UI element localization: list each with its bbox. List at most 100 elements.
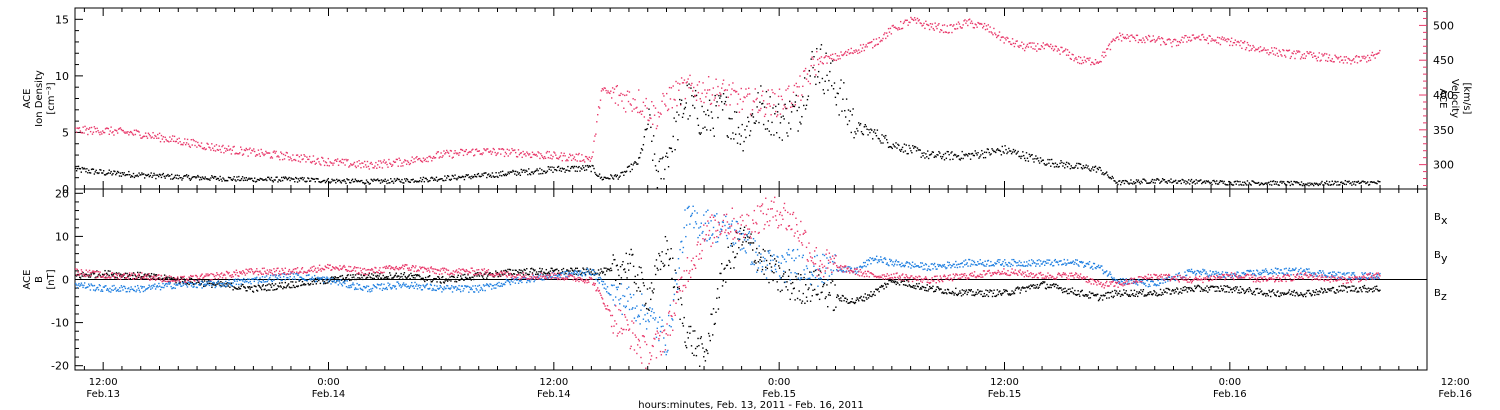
data-point-bx: [989, 289, 991, 291]
data-point-velocity: [122, 129, 124, 132]
data-point-bx: [813, 270, 815, 273]
data-point-bx: [828, 291, 831, 294]
data-point-bx: [750, 233, 752, 235]
data-point-velocity: [969, 22, 972, 24]
data-point-velocity: [1303, 53, 1306, 55]
data-point-bx: [1154, 294, 1157, 296]
data-point-density: [380, 179, 383, 181]
data-point-density: [1085, 164, 1087, 166]
data-point-velocity: [554, 152, 556, 154]
data-point-bx: [246, 290, 248, 292]
data-point-bx: [273, 284, 275, 287]
data-point-by: [89, 289, 92, 291]
data-point-velocity: [127, 131, 129, 133]
data-point-density: [1185, 183, 1187, 185]
data-point-bx: [1014, 289, 1017, 291]
data-point-bx: [274, 283, 277, 285]
data-point-velocity: [109, 130, 111, 132]
data-point-velocity: [711, 94, 714, 96]
data-point-density: [128, 170, 130, 173]
data-point-bx: [1196, 285, 1198, 287]
data-point-velocity: [1305, 55, 1307, 57]
data-point-velocity: [1228, 38, 1230, 41]
data-point-bx: [782, 273, 785, 275]
data-point-density: [800, 123, 802, 125]
x-tick-label-time: 0:00: [317, 377, 339, 388]
data-point-velocity: [1161, 37, 1164, 40]
data-point-velocity: [89, 130, 92, 133]
data-point-bx: [1209, 286, 1211, 288]
data-point-density: [217, 177, 220, 180]
data-point-density: [714, 94, 716, 97]
data-point-density: [942, 153, 945, 156]
data-point-velocity: [1243, 40, 1246, 43]
data-point-velocity: [1047, 44, 1049, 46]
data-point-bx: [1098, 298, 1101, 301]
data-point-velocity: [238, 153, 240, 155]
data-point-bx: [445, 278, 447, 280]
data-point-velocity: [457, 152, 459, 154]
data-point-bx: [1092, 294, 1095, 296]
data-point-bx: [794, 299, 796, 301]
data-point-velocity: [1106, 48, 1109, 50]
data-point-density: [848, 120, 851, 122]
data-point-density: [614, 174, 617, 176]
data-point-density: [846, 123, 849, 126]
data-point-bx: [868, 294, 871, 296]
data-point-velocity: [569, 154, 572, 157]
data-point-bx: [331, 276, 333, 278]
data-point-density: [854, 131, 856, 133]
data-point-velocity: [1163, 42, 1166, 44]
data-point-velocity: [367, 165, 370, 168]
data-point-bx: [1351, 285, 1353, 287]
data-point-velocity: [898, 27, 900, 29]
data-point-bx: [1352, 290, 1354, 292]
data-point-bx: [782, 275, 784, 277]
data-point-density: [832, 88, 835, 90]
data-point-bx: [1023, 287, 1026, 289]
data-point-density: [1229, 183, 1231, 186]
data-point-velocity: [1323, 54, 1325, 56]
data-point-density: [364, 182, 367, 185]
data-point-velocity: [279, 158, 281, 161]
data-point-bx: [240, 285, 242, 287]
data-point-velocity: [101, 133, 103, 135]
data-point-bx: [495, 270, 497, 272]
data-point-velocity: [544, 157, 547, 160]
data-point-density: [651, 140, 653, 142]
data-point-by: [97, 286, 99, 289]
data-point-velocity: [1133, 36, 1135, 38]
data-point-bx: [752, 242, 755, 244]
data-point-bx: [428, 275, 431, 277]
data-point-velocity: [1257, 48, 1259, 51]
data-point-bx: [1339, 290, 1341, 292]
data-point-velocity: [491, 151, 494, 153]
data-point-density: [232, 178, 234, 180]
data-point-bx: [837, 295, 840, 297]
data-point-velocity: [1023, 43, 1025, 45]
data-point-velocity: [1353, 61, 1356, 63]
data-point-bx: [801, 300, 804, 302]
data-point-bx: [527, 274, 530, 276]
data-point-density: [185, 174, 188, 176]
data-point-bx: [592, 273, 594, 275]
data-point-velocity: [964, 19, 966, 21]
data-point-bx: [1243, 292, 1246, 295]
data-point-density: [1243, 181, 1246, 183]
data-point-density: [609, 177, 611, 180]
data-point-velocity: [1244, 48, 1247, 51]
data-point-density: [1194, 183, 1196, 185]
data-point-velocity: [248, 148, 250, 151]
data-point-bx: [313, 280, 315, 282]
data-point-velocity: [301, 158, 303, 161]
data-point-density: [1348, 180, 1350, 182]
data-point-density: [1250, 184, 1252, 186]
data-point-density: [1308, 184, 1310, 187]
data-point-bx: [209, 280, 211, 282]
data-point-velocity: [84, 125, 86, 128]
data-point-velocity: [350, 164, 353, 166]
data-point-density: [903, 143, 906, 145]
data-point-bx: [1226, 285, 1229, 287]
data-point-bx: [991, 295, 994, 298]
